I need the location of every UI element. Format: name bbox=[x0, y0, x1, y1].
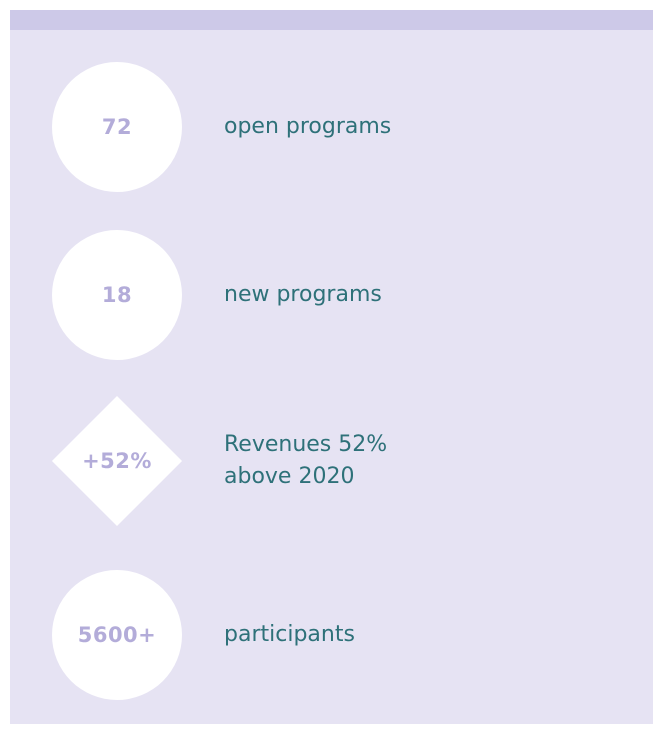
stat-badge: 5600+ bbox=[52, 570, 182, 700]
stat-item: 72 open programs bbox=[10, 62, 653, 192]
stat-badge: 72 bbox=[52, 62, 182, 192]
stat-label: participants bbox=[224, 622, 355, 647]
stat-label: open programs bbox=[224, 114, 392, 139]
stat-label: Revenues 52% above 2020 bbox=[224, 432, 388, 489]
stat-badge: 18 bbox=[52, 230, 182, 360]
stat-item: 5600+ participants bbox=[10, 570, 653, 700]
stat-item: +52% Revenues 52% above 2020 bbox=[10, 396, 653, 526]
stat-item: 18 new programs bbox=[10, 230, 653, 360]
stat-badge: +52% bbox=[52, 396, 182, 526]
stat-label: new programs bbox=[224, 282, 382, 307]
stat-figure: 5600+ bbox=[77, 623, 157, 647]
stats-panel: 72 open programs 18 new programs +52% Revenue… bbox=[10, 10, 653, 724]
top-bar bbox=[10, 10, 653, 30]
stat-figure: 18 bbox=[101, 283, 133, 307]
stat-figure: 72 bbox=[101, 115, 133, 139]
stat-figure: +52% bbox=[82, 449, 152, 473]
